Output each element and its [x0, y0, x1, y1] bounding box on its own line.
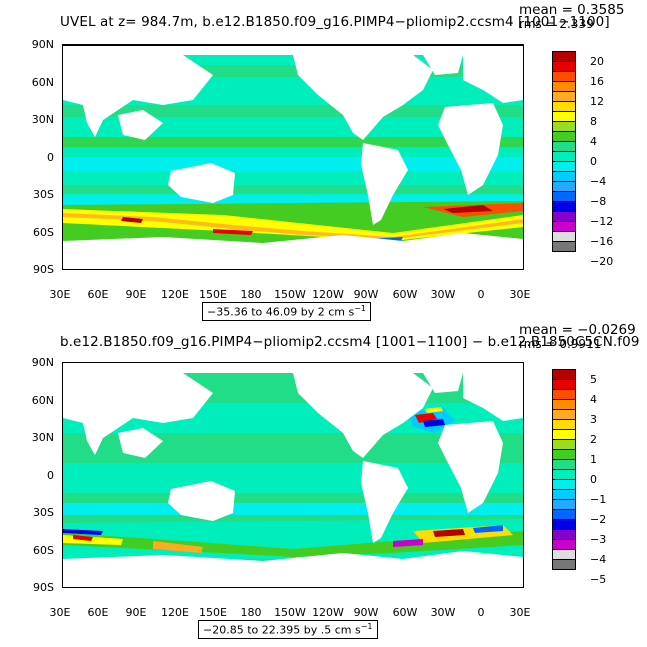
- colorbar-label: −16: [590, 235, 614, 248]
- lon-label: 60W: [392, 606, 418, 619]
- colorbar-label: −4: [590, 553, 607, 566]
- colorbar-label: 1: [590, 453, 597, 466]
- lon-label: 0: [477, 606, 485, 619]
- colorbar-label: −3: [590, 533, 607, 546]
- colorbar-swatch: [552, 241, 576, 252]
- map-plot: [62, 362, 524, 588]
- colorbar-label: −1: [590, 493, 607, 506]
- rms-label: rms = 0.9911: [519, 337, 602, 351]
- lon-label: 90E: [125, 606, 147, 619]
- colorbar-label: 5: [590, 373, 597, 386]
- lon-label: 60E: [87, 606, 109, 619]
- lon-label: 0: [477, 288, 485, 301]
- lon-label: 120E: [161, 606, 189, 619]
- colorbar-label: 8: [590, 115, 597, 128]
- lon-label: 150W: [274, 288, 306, 301]
- panel-title: b.e12.B1850.f09_g16.PIMP4−pliomip2.ccsm4…: [60, 334, 640, 350]
- lat-label: 60N: [31, 76, 54, 89]
- lat-label: 30S: [33, 188, 54, 201]
- range-text: −20.85 to 22.395 by .5 cm s: [203, 623, 361, 637]
- lon-label: 180: [240, 288, 262, 301]
- lon-label: 90E: [125, 288, 147, 301]
- colorbar-label: 3: [590, 413, 597, 426]
- lat-label: 60S: [33, 544, 54, 557]
- lat-label: 90N: [31, 356, 54, 369]
- lon-label: 30E: [49, 288, 71, 301]
- lon-label: 90W: [353, 288, 379, 301]
- lon-label: 120E: [161, 288, 189, 301]
- panel-difference: b.e12.B1850.f09_g16.PIMP4−pliomip2.ccsm4…: [0, 318, 647, 647]
- lat-label: 0: [47, 151, 54, 164]
- map-plot: [62, 44, 524, 270]
- range-box: −35.36 to 46.09 by 2 cm s−1: [202, 302, 372, 321]
- colorbar-label: 16: [590, 75, 604, 88]
- colorbar-label: −4: [590, 175, 607, 188]
- colorbar-label: 2: [590, 433, 597, 446]
- lat-label: 30N: [31, 113, 54, 126]
- colorbar-label: −5: [590, 573, 607, 586]
- lat-label: 30S: [33, 506, 54, 519]
- lon-label: 120W: [312, 606, 344, 619]
- colorbar-label: −20: [590, 255, 614, 268]
- lon-label: 180: [240, 606, 262, 619]
- mean-label: mean = 0.3585: [519, 2, 625, 18]
- colorbar: [552, 51, 576, 252]
- range-box: −20.85 to 22.395 by .5 cm s−1: [198, 620, 378, 639]
- lon-label: 150E: [199, 288, 227, 301]
- lon-label: 60W: [392, 288, 418, 301]
- lon-label: 30W: [430, 606, 456, 619]
- lon-label: 150E: [199, 606, 227, 619]
- colorbar-label: 4: [590, 135, 597, 148]
- lat-label: 90N: [31, 38, 54, 51]
- colorbar-label: −12: [590, 215, 614, 228]
- range-exponent: −1: [354, 304, 367, 313]
- lon-label: 30W: [430, 288, 456, 301]
- colorbar-label: 0: [590, 155, 597, 168]
- lon-label: 90W: [353, 606, 379, 619]
- colorbar-label: 0: [590, 473, 597, 486]
- lon-label: 120W: [312, 288, 344, 301]
- panel-title: UVEL at z= 984.7m, b.e12.B1850.f09_g16.P…: [60, 14, 610, 30]
- colorbar-label: −8: [590, 195, 607, 208]
- lat-label: 60S: [33, 226, 54, 239]
- map-field: [63, 363, 523, 587]
- lon-label: 30E: [509, 288, 531, 301]
- lat-label: 30N: [31, 431, 54, 444]
- range-exponent: −1: [360, 622, 373, 631]
- lat-label: 90S: [33, 263, 54, 276]
- lon-label: 60E: [87, 288, 109, 301]
- lat-label: 60N: [31, 394, 54, 407]
- map-field: [63, 45, 523, 269]
- colorbar-label: 12: [590, 95, 604, 108]
- rms-label: rms = 2.339: [519, 17, 594, 31]
- colorbar-swatch: [552, 559, 576, 570]
- mean-label: mean = −0.0269: [519, 322, 636, 338]
- lon-label: 30E: [509, 606, 531, 619]
- lon-label: 30E: [49, 606, 71, 619]
- colorbar-label: 20: [590, 55, 604, 68]
- lat-label: 0: [47, 469, 54, 482]
- colorbar: [552, 369, 576, 570]
- colorbar-label: −2: [590, 513, 607, 526]
- lat-label: 90S: [33, 581, 54, 594]
- range-text: −35.36 to 46.09 by 2 cm s: [207, 305, 355, 319]
- panel-uvel: UVEL at z= 984.7m, b.e12.B1850.f09_g16.P…: [31, 2, 625, 321]
- colorbar-label: 4: [590, 393, 597, 406]
- lon-label: 150W: [274, 606, 306, 619]
